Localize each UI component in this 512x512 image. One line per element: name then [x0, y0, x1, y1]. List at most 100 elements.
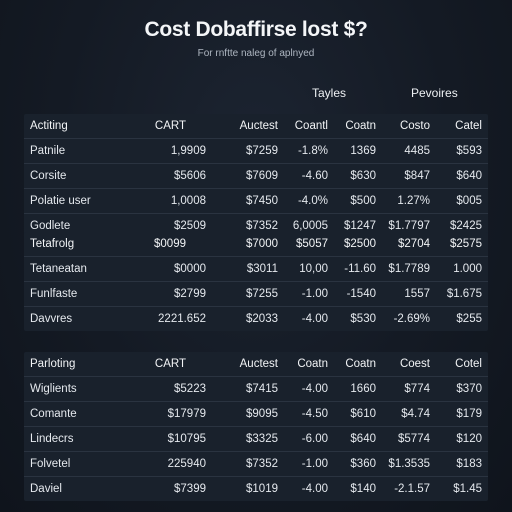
table-cell: 6,0005: [292, 220, 328, 232]
table-cell: $10795: [167, 433, 206, 445]
column-header: CART: [154, 358, 186, 370]
column-group-right: Pevoires: [411, 86, 458, 100]
row-label: Lindecrs: [30, 433, 74, 445]
table-2: Tetafrolg $0099 $7000 $5057 $2500 $2704 $2575 T…: [24, 232, 488, 331]
table-cell: $7352: [246, 458, 278, 470]
table-cell: $179: [456, 408, 482, 420]
table-cell: -4.50: [301, 408, 328, 420]
table-row: Funlfaste $2799 $7255 -1.00 -1540 1557 $1.675: [24, 282, 488, 307]
table-section-row: Tetafrolg $0099 $7000 $5057 $2500 $2704 $2575: [24, 232, 488, 257]
table-cell: $1.7797: [388, 220, 430, 232]
table-cell: 1.000: [453, 263, 482, 275]
table-row: Folvetel 225940 $7352 -1.00 $360 $1.3535 $183: [24, 452, 488, 477]
table-row: Godlete $2509 $7352 6,0005 $1247 $1.7797 $2425: [24, 214, 488, 238]
table-cell: 225940: [167, 458, 206, 470]
column-group-left: Tayles: [312, 86, 347, 100]
table-cell: 1369: [350, 145, 376, 157]
table-header-row: Actiting CART Auctest Coantl Coatn Costo Catel: [24, 114, 488, 139]
table-cell: $255: [456, 313, 482, 325]
table-cell: 1557: [404, 288, 430, 300]
column-header: Costo: [399, 120, 430, 132]
table-cell: $5774: [398, 433, 430, 445]
table-cell: $005: [456, 195, 482, 207]
table-cell: $0000: [174, 263, 206, 275]
table-cell: $183: [456, 458, 482, 470]
table-cell: -2.69%: [393, 313, 430, 325]
table-cell: $7399: [174, 483, 206, 495]
row-label: Davvres: [30, 313, 73, 325]
row-label: Tetaneatan: [30, 263, 87, 275]
table-cell: 1,9909: [170, 145, 206, 157]
table-cell: $360: [350, 458, 376, 470]
table-cell: $17979: [167, 408, 206, 420]
table-cell: $2799: [174, 288, 206, 300]
table-cell: $5606: [174, 170, 206, 182]
table-cell: $7450: [246, 195, 278, 207]
table-cell: -4.00: [301, 313, 328, 325]
table-cell: $1.675: [446, 288, 482, 300]
column-header: Auctest: [239, 120, 278, 132]
table-cell: $774: [404, 383, 430, 395]
header-label: Parloting: [30, 358, 76, 370]
table-row: Comante $17979 $9095 -4.50 $610 $4.74 $179: [24, 402, 488, 427]
table-cell: $3325: [246, 433, 278, 445]
column-header: Coatn: [345, 358, 376, 370]
table-cell: $7415: [246, 383, 278, 395]
table-cell: $1.45: [453, 483, 482, 495]
table-3: Parloting CART Auctest Coatn Coatn Coest Cotel…: [24, 352, 488, 501]
row-label: Corsite: [30, 170, 67, 182]
page-subtitle: For rnftte naleg of aplnyed: [197, 48, 315, 59]
column-header: Catel: [455, 120, 482, 132]
table-cell: $500: [350, 195, 376, 207]
table-row: Tetaneatan $0000 $3011 10,00 -11.60 $1.7789 1.…: [24, 257, 488, 282]
column-header: Coatn: [297, 358, 328, 370]
table-cell: $9095: [246, 408, 278, 420]
table-cell: -4.0%: [297, 195, 328, 207]
table-row: Wiglients $5223 $7415 -4.00 1660 $774 $370: [24, 377, 488, 402]
column-header: CART: [154, 120, 186, 132]
table-row: Corsite $5606 $7609 -4.60 $630 $847 $640: [24, 164, 488, 189]
table-cell: $1.7789: [388, 263, 430, 275]
column-header: $0099: [154, 238, 186, 250]
column-header: $2704: [398, 238, 430, 250]
row-label: Funlfaste: [30, 288, 78, 300]
table-cell: $630: [350, 170, 376, 182]
table-cell: -6.00: [301, 433, 328, 445]
row-label: Daviel: [30, 483, 62, 495]
page-title: Cost Dobaffirse lost $?: [144, 18, 368, 41]
column-header: Cotel: [455, 358, 482, 370]
table-row: Davvres 2221.652 $2033 -4.00 $530 -2.69% $255: [24, 307, 488, 331]
table-cell: $2509: [174, 220, 206, 232]
table-cell: -1.00: [301, 288, 328, 300]
table-cell: $593: [456, 145, 482, 157]
table-cell: $120: [456, 433, 482, 445]
table-cell: $847: [404, 170, 430, 182]
table-cell: $640: [350, 433, 376, 445]
table-cell: 2221.652: [158, 313, 206, 325]
table-cell: -4.60: [301, 170, 328, 182]
header-label: Actiting: [30, 120, 68, 132]
table-cell: $7352: [246, 220, 278, 232]
table-cell: $1247: [344, 220, 376, 232]
table-cell: 1660: [350, 383, 376, 395]
table-cell: $1.3535: [388, 458, 430, 470]
row-label: Comante: [30, 408, 77, 420]
column-header: Coatn: [345, 120, 376, 132]
table-cell: $7259: [246, 145, 278, 157]
table-cell: 1,0008: [170, 195, 206, 207]
row-label: Folvetel: [30, 458, 71, 470]
table-cell: $4.74: [401, 408, 430, 420]
table-cell: $640: [456, 170, 482, 182]
column-header: $7000: [246, 238, 278, 250]
table-row: Lindecrs $10795 $3325 -6.00 $640 $5774 $120: [24, 427, 488, 452]
column-header: Coantl: [294, 120, 328, 132]
table-cell: $2425: [450, 220, 482, 232]
table-cell: $7609: [246, 170, 278, 182]
table-row: Daviel $7399 $1019 -4.00 $140 -2.1.57 $1.45: [24, 477, 488, 501]
header-label: Tetafrolg: [30, 238, 75, 250]
table-cell: $5223: [174, 383, 206, 395]
table-cell: 10,00: [299, 263, 328, 275]
column-header: $2575: [450, 238, 482, 250]
row-label: Patnile: [30, 145, 66, 157]
table-cell: $530: [350, 313, 376, 325]
